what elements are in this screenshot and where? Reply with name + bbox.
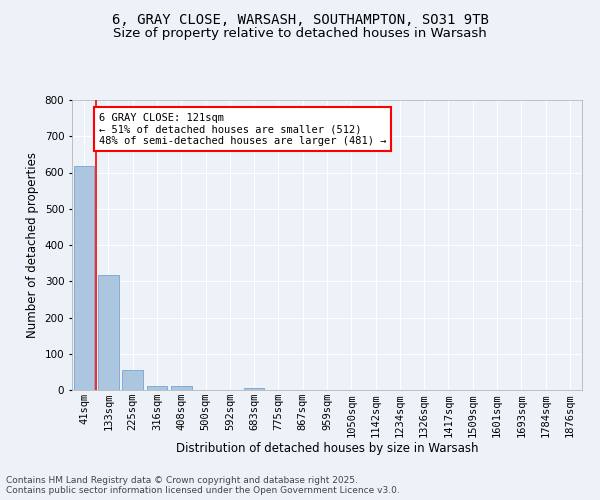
Text: 6, GRAY CLOSE, WARSASH, SOUTHAMPTON, SO31 9TB: 6, GRAY CLOSE, WARSASH, SOUTHAMPTON, SO3… <box>112 12 488 26</box>
Bar <box>98 276 119 390</box>
Text: Size of property relative to detached houses in Warsash: Size of property relative to detached ho… <box>113 28 487 40</box>
Bar <box>146 386 167 390</box>
Text: Contains HM Land Registry data © Crown copyright and database right 2025.
Contai: Contains HM Land Registry data © Crown c… <box>6 476 400 495</box>
Bar <box>171 386 191 390</box>
Bar <box>244 388 265 390</box>
Text: 6 GRAY CLOSE: 121sqm
← 51% of detached houses are smaller (512)
48% of semi-deta: 6 GRAY CLOSE: 121sqm ← 51% of detached h… <box>99 112 386 146</box>
X-axis label: Distribution of detached houses by size in Warsash: Distribution of detached houses by size … <box>176 442 478 455</box>
Bar <box>74 166 94 390</box>
Bar <box>122 370 143 390</box>
Y-axis label: Number of detached properties: Number of detached properties <box>26 152 39 338</box>
